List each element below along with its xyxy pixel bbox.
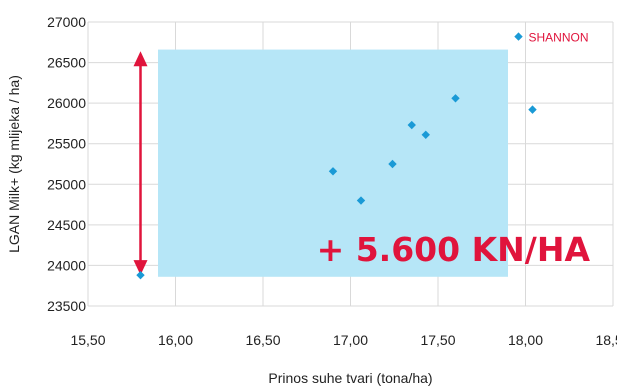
y-axis-label: LGAN Milk+ (kg mlijeka / ha)	[6, 75, 22, 253]
range-arrow-head-bottom	[133, 260, 148, 276]
x-tick-label: 15,50	[70, 332, 105, 348]
y-tick-label: 23500	[47, 298, 86, 314]
data-point	[136, 270, 145, 280]
data-point	[388, 159, 397, 169]
range-arrow-head-top	[133, 51, 148, 67]
x-tick-label: 16,00	[158, 332, 193, 348]
x-tick-label: 17,50	[420, 332, 455, 348]
y-tick-label: 26000	[47, 95, 86, 111]
y-axis-ticks: 23500 24000 24500 25000 25500 26000 26500 27000	[47, 14, 86, 314]
y-tick-label: 25500	[47, 136, 86, 152]
data-points	[136, 32, 537, 280]
data-point	[328, 167, 338, 176]
x-tick-label: 17,00	[333, 332, 368, 348]
x-axis-ticks: 15,50 16,00 16,50 17,00 17,50 18,00 18,50	[70, 332, 617, 348]
y-tick-label: 26500	[47, 55, 86, 71]
data-point	[356, 196, 366, 205]
annotation-shannon: SHANNON	[529, 31, 589, 45]
y-tick-label: 24500	[47, 217, 86, 233]
annotation-price-gain: + 5.600 KN/HA	[317, 230, 591, 269]
x-axis-label: Prinos suhe tvari (tona/ha)	[268, 370, 432, 386]
x-tick-label: 16,50	[245, 332, 280, 348]
highlight-box	[158, 49, 508, 277]
range-arrow	[133, 51, 148, 276]
y-tick-label: 27000	[47, 14, 86, 30]
data-point	[407, 120, 416, 130]
data-point	[421, 130, 430, 139]
data-point	[451, 94, 460, 103]
y-tick-label: 24000	[47, 257, 86, 273]
x-tick-label: 18,50	[595, 332, 617, 348]
x-tick-label: 18,00	[508, 332, 543, 348]
data-point	[514, 32, 523, 41]
data-point	[528, 105, 537, 114]
y-tick-label: 25000	[47, 176, 86, 192]
